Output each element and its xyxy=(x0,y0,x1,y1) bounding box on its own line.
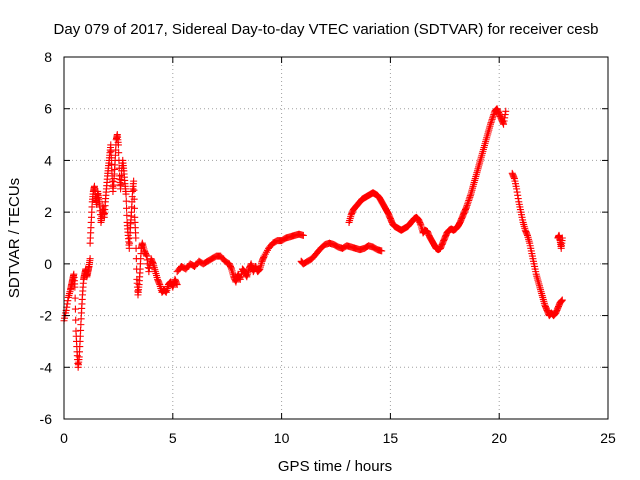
y-tick-label: 0 xyxy=(44,256,52,272)
data-point xyxy=(71,305,79,313)
data-point xyxy=(123,211,131,219)
data-point xyxy=(123,204,131,212)
data-point xyxy=(130,204,138,212)
data-point xyxy=(378,247,386,255)
x-tick-label: 15 xyxy=(383,430,399,446)
y-tick-label: 6 xyxy=(44,101,52,117)
data-point xyxy=(71,283,79,291)
x-axis-label: GPS time / hours xyxy=(278,458,392,475)
chart-title: Day 079 of 2017, Sidereal Day-to-day VTE… xyxy=(54,21,599,38)
data-point xyxy=(558,296,566,304)
x-tick-label: 0 xyxy=(60,430,68,446)
axis-ticks: 0 5 10 15 20 25 -6 -4 -2 0 2 4 6 8 xyxy=(40,49,616,446)
y-axis-label: SDTVAR / TECUs xyxy=(6,178,23,298)
data-point xyxy=(108,160,116,168)
y-tick-label: -4 xyxy=(40,359,53,375)
data-point xyxy=(130,195,138,203)
data-point xyxy=(132,234,140,242)
plot-frame xyxy=(63,56,609,420)
data-point xyxy=(122,190,130,198)
y-tick-label: -6 xyxy=(40,411,53,427)
data-point xyxy=(115,149,123,157)
data-point xyxy=(72,316,80,324)
data-point xyxy=(107,154,115,162)
y-tick-label: 8 xyxy=(44,49,52,65)
x-tick-label: 10 xyxy=(274,430,290,446)
x-tick-label: 20 xyxy=(491,430,507,446)
data-point xyxy=(122,197,130,205)
data-point xyxy=(299,231,307,239)
x-tick-label: 5 xyxy=(169,430,177,446)
data-point xyxy=(86,255,94,263)
data-point xyxy=(130,177,138,185)
y-tick-label: 2 xyxy=(44,204,52,220)
y-tick-label: 4 xyxy=(44,152,52,168)
data-point xyxy=(173,281,181,289)
data-point xyxy=(502,107,510,115)
data-point xyxy=(114,141,122,149)
x-tick-label: 25 xyxy=(600,430,616,446)
data-point xyxy=(71,294,79,302)
data-point xyxy=(558,234,566,242)
data-points xyxy=(60,105,566,371)
y-tick-label: -2 xyxy=(40,308,53,324)
data-point xyxy=(107,147,115,155)
data-point xyxy=(130,186,138,194)
